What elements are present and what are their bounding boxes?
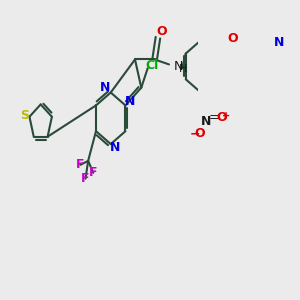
Text: +: + xyxy=(222,111,230,121)
Text: N: N xyxy=(201,116,212,128)
Text: −: − xyxy=(189,127,200,140)
Text: F: F xyxy=(89,166,98,179)
Text: O: O xyxy=(194,127,205,140)
Text: O: O xyxy=(156,25,166,38)
Text: =: = xyxy=(209,111,220,124)
Text: N: N xyxy=(173,60,183,73)
Text: O: O xyxy=(217,111,227,124)
Text: S: S xyxy=(20,109,29,122)
Text: N: N xyxy=(100,81,111,94)
Text: N: N xyxy=(110,140,121,154)
Text: O: O xyxy=(227,32,238,45)
Text: F: F xyxy=(81,172,90,185)
Text: N: N xyxy=(273,36,284,49)
Text: Cl: Cl xyxy=(145,59,158,72)
Text: H: H xyxy=(179,64,188,74)
Text: N: N xyxy=(125,95,135,108)
Text: F: F xyxy=(76,158,85,171)
